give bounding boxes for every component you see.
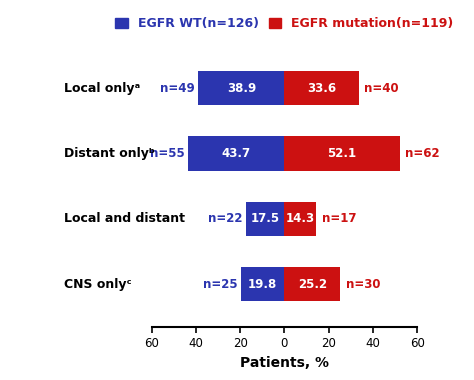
Text: n=25: n=25 — [203, 278, 237, 291]
Bar — [188, 136, 284, 171]
Text: n=62: n=62 — [405, 147, 440, 160]
Bar — [284, 136, 400, 171]
Text: 43.7: 43.7 — [221, 147, 251, 160]
Text: 17.5: 17.5 — [250, 212, 280, 225]
Legend: EGFR WT(n=126), EGFR mutation(n=119): EGFR WT(n=126), EGFR mutation(n=119) — [110, 13, 458, 35]
Bar — [284, 267, 340, 301]
Bar — [198, 71, 284, 105]
Text: 25.2: 25.2 — [298, 278, 327, 291]
Text: n=30: n=30 — [346, 278, 380, 291]
Text: n=49: n=49 — [160, 82, 195, 95]
Bar — [241, 267, 284, 301]
Text: 14.3: 14.3 — [286, 212, 315, 225]
Text: n=55: n=55 — [150, 147, 184, 160]
Text: Local onlyᵃ: Local onlyᵃ — [64, 82, 140, 95]
Text: Local and distant: Local and distant — [64, 212, 185, 225]
Text: 38.9: 38.9 — [227, 82, 256, 95]
X-axis label: Patients, %: Patients, % — [240, 356, 329, 370]
Text: 33.6: 33.6 — [307, 82, 336, 95]
Text: Distant onlyᵇ: Distant onlyᵇ — [64, 147, 155, 160]
Text: CNS onlyᶜ: CNS onlyᶜ — [64, 278, 132, 291]
Text: n=40: n=40 — [364, 82, 399, 95]
Bar — [284, 202, 316, 236]
Text: n=17: n=17 — [321, 212, 356, 225]
Bar — [284, 71, 359, 105]
Text: 52.1: 52.1 — [328, 147, 356, 160]
Text: 19.8: 19.8 — [248, 278, 277, 291]
Bar — [246, 202, 284, 236]
Text: n=22: n=22 — [208, 212, 242, 225]
